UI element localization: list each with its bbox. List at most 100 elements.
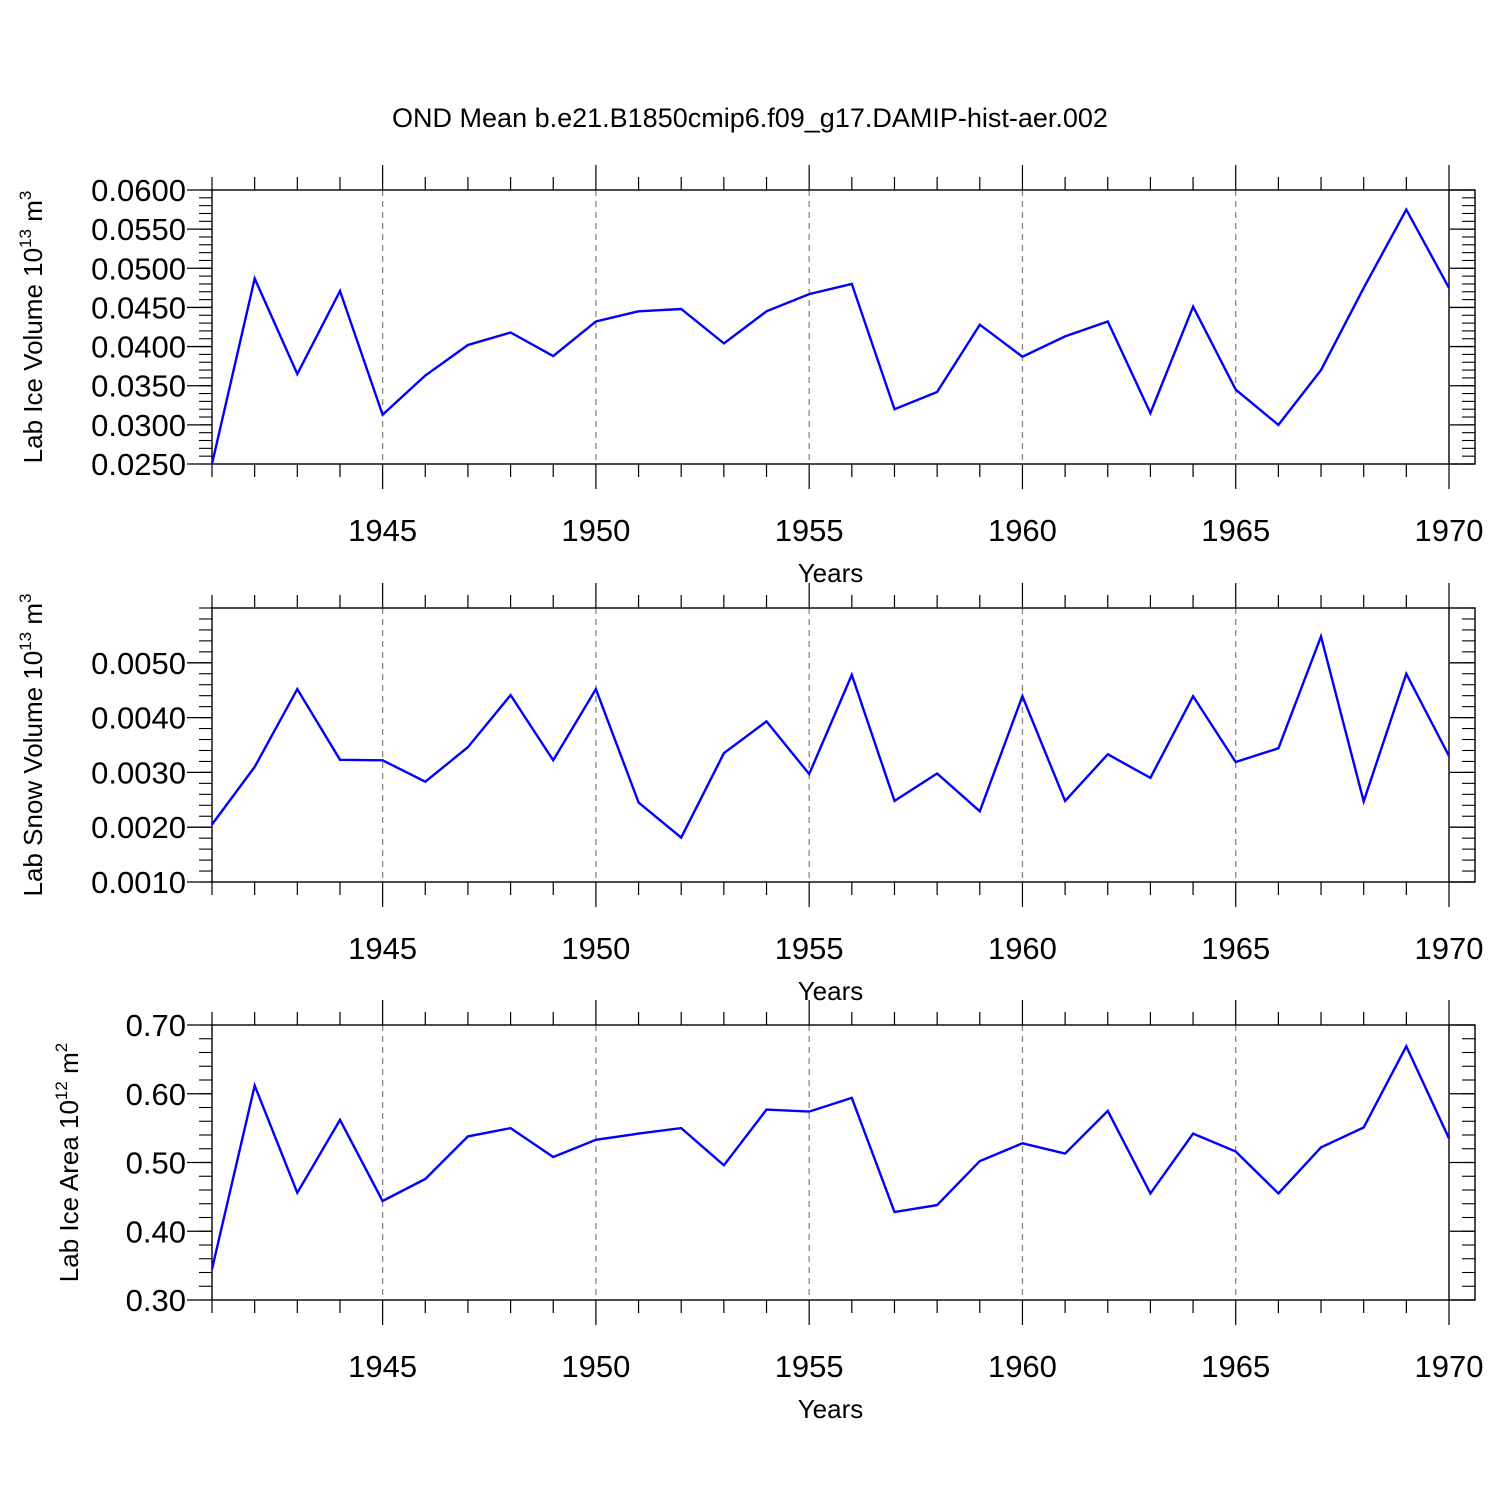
data-point bbox=[1405, 208, 1408, 211]
data-point bbox=[978, 323, 981, 326]
y-tick-label: 0.40 bbox=[126, 1214, 186, 1249]
data-point bbox=[1320, 369, 1322, 371]
y-tick-label: 0.0050 bbox=[91, 646, 186, 681]
data-point bbox=[595, 320, 597, 323]
data-point bbox=[765, 720, 768, 723]
data-point bbox=[1021, 695, 1024, 698]
data-point bbox=[1362, 1126, 1365, 1129]
data-point bbox=[1149, 412, 1152, 414]
data-point bbox=[467, 1135, 469, 1138]
data-point bbox=[424, 374, 427, 377]
series-line bbox=[210, 1043, 1451, 1270]
x-tick-label: 1960 bbox=[988, 513, 1057, 548]
data-point bbox=[552, 1156, 555, 1158]
x-tick-label: 1950 bbox=[561, 513, 630, 548]
x-tick-label: 1955 bbox=[775, 513, 844, 548]
x-tick-label: 1950 bbox=[561, 1349, 630, 1384]
data-point bbox=[680, 1127, 683, 1129]
y-tick-label: 0.0300 bbox=[91, 408, 186, 443]
data-point bbox=[765, 310, 768, 313]
data-point bbox=[1106, 1110, 1109, 1112]
x-tick-label: 1965 bbox=[1201, 1349, 1270, 1384]
data-point bbox=[1277, 747, 1280, 750]
data-point bbox=[637, 801, 640, 804]
data-point bbox=[808, 1110, 810, 1113]
data-point bbox=[467, 746, 469, 748]
x-tick-label: 1960 bbox=[988, 1349, 1057, 1384]
y-tick-label: 0.0030 bbox=[91, 755, 186, 790]
data-point bbox=[424, 1178, 427, 1180]
data-point bbox=[637, 310, 640, 313]
data-point bbox=[381, 413, 384, 416]
data-point bbox=[424, 780, 427, 783]
data-point bbox=[595, 1139, 597, 1141]
data-point bbox=[552, 759, 555, 762]
data-point bbox=[680, 836, 683, 839]
chart-panel-2: 0.0010 0.0020 0.0030 0.0040 0.0050 1945 1950 19… bbox=[16, 583, 1483, 1006]
y-tick-label: 0.60 bbox=[126, 1077, 186, 1112]
data-point bbox=[978, 810, 981, 813]
data-point bbox=[723, 342, 725, 345]
data-point bbox=[552, 355, 555, 357]
data-point bbox=[1021, 355, 1024, 358]
data-point bbox=[680, 308, 683, 310]
x-tick-label: 1965 bbox=[1201, 931, 1270, 966]
x-tick-label: 1970 bbox=[1415, 931, 1484, 966]
figure-title: OND Mean b.e21.B1850cmip6.f09_g17.DAMIP-… bbox=[392, 103, 1108, 133]
data-point bbox=[381, 1200, 384, 1202]
data-point bbox=[1149, 777, 1152, 779]
data-point bbox=[509, 331, 512, 334]
plot-frame bbox=[211, 607, 1476, 883]
data-point bbox=[1192, 305, 1194, 308]
data-point bbox=[765, 1108, 768, 1111]
y-tick-label: 0.50 bbox=[126, 1146, 186, 1181]
data-point bbox=[339, 758, 341, 761]
y-axis-label: Lab Snow Volume 1013 m3 bbox=[16, 593, 48, 896]
x-tick-label: 1960 bbox=[988, 931, 1057, 966]
y-tick-label: 0.0250 bbox=[91, 447, 186, 482]
data-point bbox=[509, 694, 512, 696]
y-tick-label: 0.70 bbox=[126, 1008, 186, 1043]
y-tick-label: 0.0600 bbox=[91, 173, 186, 208]
data-point bbox=[296, 373, 299, 375]
data-point bbox=[1149, 1192, 1152, 1195]
data-point bbox=[595, 688, 597, 690]
data-point bbox=[1234, 761, 1237, 763]
series-line bbox=[211, 632, 1451, 840]
data-point bbox=[1192, 695, 1194, 698]
data-point bbox=[1448, 287, 1450, 289]
data-point bbox=[253, 1084, 256, 1087]
chart-panel-1: 0.0250 0.0300 0.0350 0.0400 0.0450 0.0500 0.05… bbox=[16, 165, 1483, 588]
data-point bbox=[893, 800, 896, 802]
x-axis-label: Years bbox=[798, 1394, 864, 1424]
chart-panel-3: 0.30 0.40 0.50 0.60 0.70 1945 1950 1955 1960 1965… bbox=[52, 1000, 1483, 1424]
x-tick-label: 1955 bbox=[775, 1349, 844, 1384]
data-point bbox=[467, 344, 469, 346]
x-tick-label: 1970 bbox=[1415, 1349, 1484, 1384]
x-tick-label: 1945 bbox=[348, 1349, 417, 1384]
data-point bbox=[893, 408, 896, 411]
data-point bbox=[211, 463, 213, 465]
y-tick-label: 0.0550 bbox=[91, 212, 186, 247]
data-point bbox=[1064, 800, 1066, 802]
y-tick-label: 0.0500 bbox=[91, 251, 186, 286]
y-tick-label: 0.0020 bbox=[91, 810, 186, 845]
x-tick-label: 1965 bbox=[1201, 513, 1270, 548]
data-point bbox=[1192, 1132, 1194, 1135]
data-point bbox=[381, 759, 384, 762]
data-point bbox=[1362, 287, 1365, 289]
data-point bbox=[1405, 1045, 1408, 1048]
data-point bbox=[1277, 1192, 1280, 1195]
plot-frame bbox=[211, 189, 1476, 465]
data-point bbox=[723, 752, 725, 755]
series-line bbox=[210, 207, 1451, 465]
data-point bbox=[211, 1268, 213, 1270]
y-tick-label: 0.0400 bbox=[91, 330, 186, 365]
x-tick-label: 1945 bbox=[348, 931, 417, 966]
y-tick-label: 0.0010 bbox=[91, 865, 186, 900]
data-point bbox=[1277, 424, 1280, 426]
x-axis-label: Years bbox=[798, 558, 864, 588]
y-axis-label: Lab Ice Area 1012 m2 bbox=[52, 1043, 84, 1282]
data-point bbox=[936, 772, 938, 775]
data-point bbox=[1362, 800, 1365, 803]
